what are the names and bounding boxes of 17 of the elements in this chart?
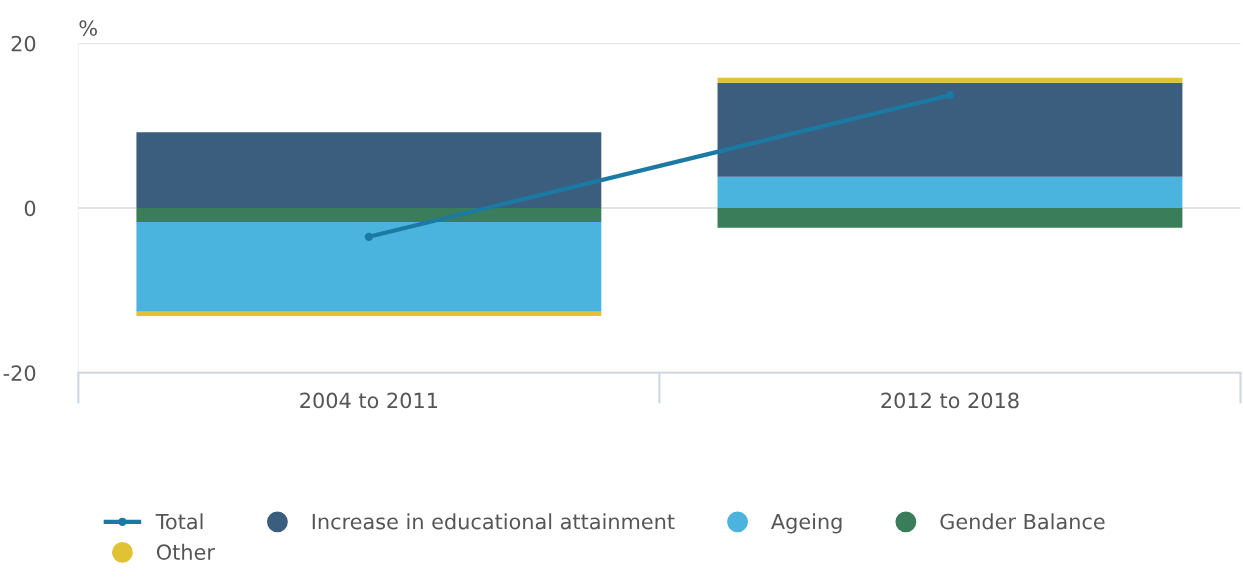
y-tick-label: 0 (24, 200, 36, 217)
bar (717, 176, 1183, 209)
x-tick-label: 2004 to 2011 (300, 392, 438, 409)
bar (136, 311, 602, 316)
legend-label: Total (155, 513, 203, 530)
legend-label: Ageing (771, 513, 842, 534)
legend-label: Increase in educational attainment (312, 513, 675, 530)
y-tick-label: 20 (11, 35, 36, 52)
bar (136, 222, 602, 312)
bar (717, 77, 1183, 83)
x-tick-label: 2012 to 2018 (881, 392, 1019, 409)
y-tick-label: -20 (3, 365, 36, 381)
y-axis-title: % (79, 20, 97, 36)
legend-label: Other (156, 543, 215, 560)
bar (717, 208, 1183, 228)
legend-label: Gender Balance (940, 513, 1105, 530)
bar (136, 208, 602, 223)
